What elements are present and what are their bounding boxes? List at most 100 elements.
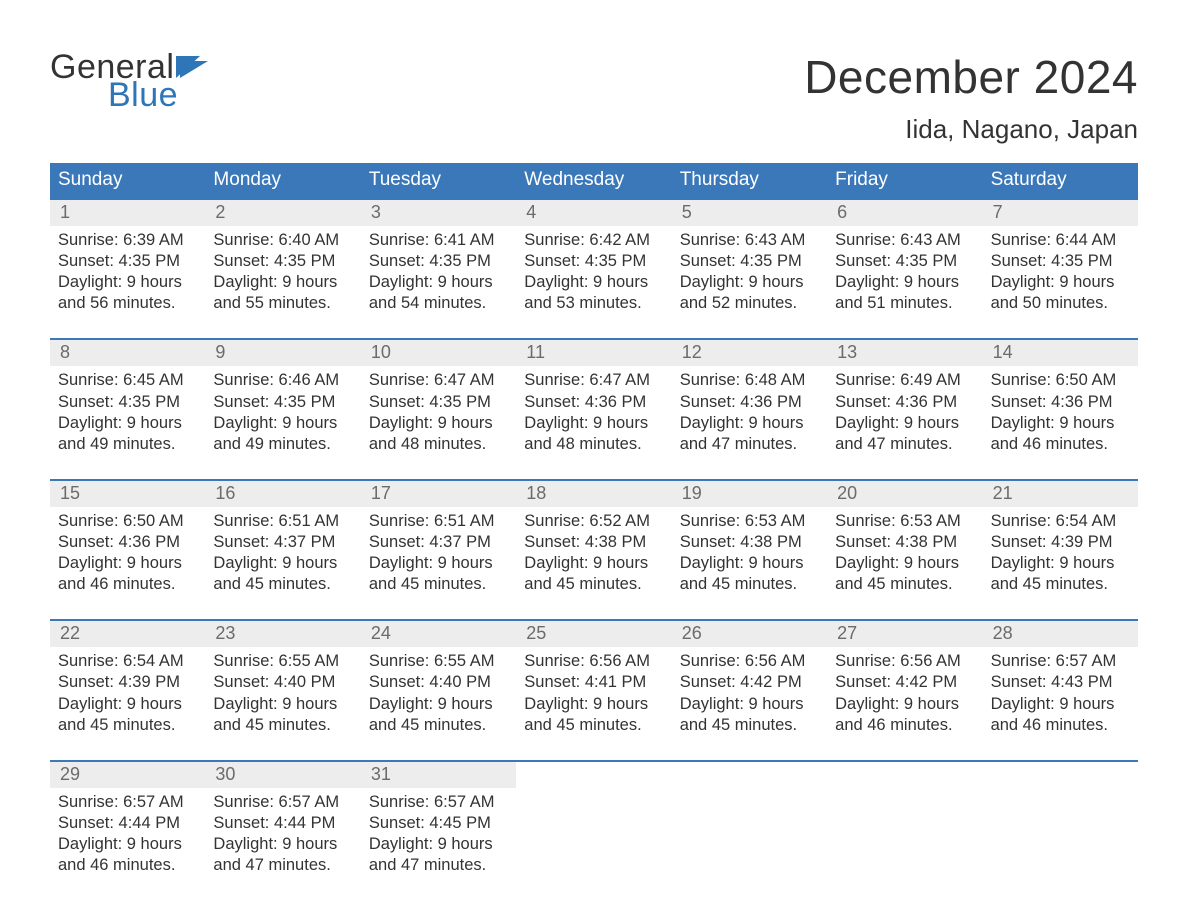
sunrise-text: Sunrise: 6:47 AM xyxy=(524,370,663,391)
day-number: 10 xyxy=(361,340,516,366)
daylight-text-2: and 45 minutes. xyxy=(369,715,508,736)
sunset-text: Sunset: 4:35 PM xyxy=(58,251,197,272)
sunrise-text: Sunrise: 6:46 AM xyxy=(213,370,352,391)
day-number: 25 xyxy=(516,621,671,647)
daylight-text-1: Daylight: 9 hours xyxy=(524,553,663,574)
sunrise-text: Sunrise: 6:57 AM xyxy=(58,792,197,813)
weeks-container: 1Sunrise: 6:39 AMSunset: 4:35 PMDaylight… xyxy=(50,198,1138,880)
week-row: 8Sunrise: 6:45 AMSunset: 4:35 PMDaylight… xyxy=(50,338,1138,458)
day-cell: 19Sunrise: 6:53 AMSunset: 4:38 PMDayligh… xyxy=(672,481,827,599)
sunrise-text: Sunrise: 6:54 AM xyxy=(991,511,1130,532)
month-title: December 2024 xyxy=(804,50,1138,104)
sunrise-text: Sunrise: 6:57 AM xyxy=(213,792,352,813)
day-cell: 20 Sunrise: 6:53 AMSunset: 4:38 PMDayligh… xyxy=(827,481,982,599)
sunrise-text: Sunrise: 6:53 AM xyxy=(680,511,819,532)
day-number: 14 xyxy=(983,340,1138,366)
week-row: 1Sunrise: 6:39 AMSunset: 4:35 PMDaylight… xyxy=(50,198,1138,318)
location-subtitle: Iida, Nagano, Japan xyxy=(804,114,1138,145)
week-row: 29Sunrise: 6:57 AMSunset: 4:44 PMDayligh… xyxy=(50,760,1138,880)
sunrise-text: Sunrise: 6:56 AM xyxy=(835,651,974,672)
day-cell: 30Sunrise: 6:57 AMSunset: 4:44 PMDayligh… xyxy=(205,762,360,880)
calendar: Sunday Monday Tuesday Wednesday Thursday… xyxy=(50,163,1138,880)
day-number: 6 xyxy=(827,200,982,226)
daylight-text-1: Daylight: 9 hours xyxy=(991,413,1130,434)
daylight-text-1: Daylight: 9 hours xyxy=(680,272,819,293)
day-cell: 28Sunrise: 6:57 AMSunset: 4:43 PMDayligh… xyxy=(983,621,1138,739)
flag-icon xyxy=(176,56,210,78)
day-cell: 3Sunrise: 6:41 AMSunset: 4:35 PMDaylight… xyxy=(361,200,516,318)
sunrise-text: Sunrise: 6:47 AM xyxy=(369,370,508,391)
sunrise-text: Sunrise: 6:53 AM xyxy=(835,511,974,532)
sunrise-text: Sunrise: 6:41 AM xyxy=(369,230,508,251)
day-number: 30 xyxy=(205,762,360,788)
daylight-text-1: Daylight: 9 hours xyxy=(213,413,352,434)
sunset-text: Sunset: 4:38 PM xyxy=(524,532,663,553)
header: General Blue December 2024 Iida, Nagano,… xyxy=(50,50,1138,145)
day-number: 18 xyxy=(516,481,671,507)
weekday-header-row: Sunday Monday Tuesday Wednesday Thursday… xyxy=(50,163,1138,198)
sunrise-text: Sunrise: 6:54 AM xyxy=(58,651,197,672)
daylight-text-1: Daylight: 9 hours xyxy=(213,553,352,574)
daylight-text-2: and 46 minutes. xyxy=(835,715,974,736)
daylight-text-2: and 47 minutes. xyxy=(369,855,508,876)
weekday-header: Saturday xyxy=(983,163,1138,198)
sunrise-text: Sunrise: 6:50 AM xyxy=(58,511,197,532)
daylight-text-2: and 52 minutes. xyxy=(680,293,819,314)
daylight-text-2: and 45 minutes. xyxy=(58,715,197,736)
day-cell: 26Sunrise: 6:56 AMSunset: 4:42 PMDayligh… xyxy=(672,621,827,739)
daylight-text-1: Daylight: 9 hours xyxy=(213,272,352,293)
daylight-text-2: and 45 minutes. xyxy=(213,574,352,595)
sunset-text: Sunset: 4:35 PM xyxy=(369,251,508,272)
daylight-text-2: and 45 minutes. xyxy=(213,715,352,736)
sunset-text: Sunset: 4:39 PM xyxy=(991,532,1130,553)
sunset-text: Sunset: 4:39 PM xyxy=(58,672,197,693)
day-cell: 11Sunrise: 6:47 AMSunset: 4:36 PMDayligh… xyxy=(516,340,671,458)
week-row: 15Sunrise: 6:50 AMSunset: 4:36 PMDayligh… xyxy=(50,479,1138,599)
daylight-text-1: Daylight: 9 hours xyxy=(58,272,197,293)
day-number: 4 xyxy=(516,200,671,226)
daylight-text-1: Daylight: 9 hours xyxy=(680,553,819,574)
day-number: 31 xyxy=(361,762,516,788)
daylight-text-2: and 49 minutes. xyxy=(213,434,352,455)
sunset-text: Sunset: 4:42 PM xyxy=(835,672,974,693)
daylight-text-2: and 56 minutes. xyxy=(58,293,197,314)
sunset-text: Sunset: 4:35 PM xyxy=(524,251,663,272)
day-number: 12 xyxy=(672,340,827,366)
day-cell: 4Sunrise: 6:42 AMSunset: 4:35 PMDaylight… xyxy=(516,200,671,318)
logo: General Blue xyxy=(50,50,210,112)
sunset-text: Sunset: 4:36 PM xyxy=(58,532,197,553)
daylight-text-1: Daylight: 9 hours xyxy=(58,553,197,574)
daylight-text-2: and 49 minutes. xyxy=(58,434,197,455)
sunset-text: Sunset: 4:36 PM xyxy=(835,392,974,413)
day-cell: 5Sunrise: 6:43 AMSunset: 4:35 PMDaylight… xyxy=(672,200,827,318)
weekday-header: Friday xyxy=(827,163,982,198)
sunrise-text: Sunrise: 6:55 AM xyxy=(213,651,352,672)
sunrise-text: Sunrise: 6:52 AM xyxy=(524,511,663,532)
day-cell: 31Sunrise: 6:57 AMSunset: 4:45 PMDayligh… xyxy=(361,762,516,880)
daylight-text-2: and 46 minutes. xyxy=(991,715,1130,736)
daylight-text-2: and 55 minutes. xyxy=(213,293,352,314)
day-number: 9 xyxy=(205,340,360,366)
day-number: 20 xyxy=(827,481,982,507)
daylight-text-1: Daylight: 9 hours xyxy=(991,553,1130,574)
daylight-text-1: Daylight: 9 hours xyxy=(369,553,508,574)
day-number: 15 xyxy=(50,481,205,507)
weekday-header: Monday xyxy=(205,163,360,198)
day-cell: 17Sunrise: 6:51 AMSunset: 4:37 PMDayligh… xyxy=(361,481,516,599)
sunset-text: Sunset: 4:38 PM xyxy=(835,532,974,553)
sunset-text: Sunset: 4:38 PM xyxy=(680,532,819,553)
day-cell: 24Sunrise: 6:55 AMSunset: 4:40 PMDayligh… xyxy=(361,621,516,739)
sunset-text: Sunset: 4:42 PM xyxy=(680,672,819,693)
daylight-text-1: Daylight: 9 hours xyxy=(369,834,508,855)
sunrise-text: Sunrise: 6:51 AM xyxy=(213,511,352,532)
daylight-text-1: Daylight: 9 hours xyxy=(835,553,974,574)
daylight-text-2: and 45 minutes. xyxy=(680,715,819,736)
weekday-header: Thursday xyxy=(672,163,827,198)
week-row: 22Sunrise: 6:54 AMSunset: 4:39 PMDayligh… xyxy=(50,619,1138,739)
day-number: 8 xyxy=(50,340,205,366)
sunset-text: Sunset: 4:43 PM xyxy=(991,672,1130,693)
empty-day-cell xyxy=(672,762,827,880)
sunrise-text: Sunrise: 6:57 AM xyxy=(991,651,1130,672)
sunrise-text: Sunrise: 6:39 AM xyxy=(58,230,197,251)
daylight-text-1: Daylight: 9 hours xyxy=(835,413,974,434)
